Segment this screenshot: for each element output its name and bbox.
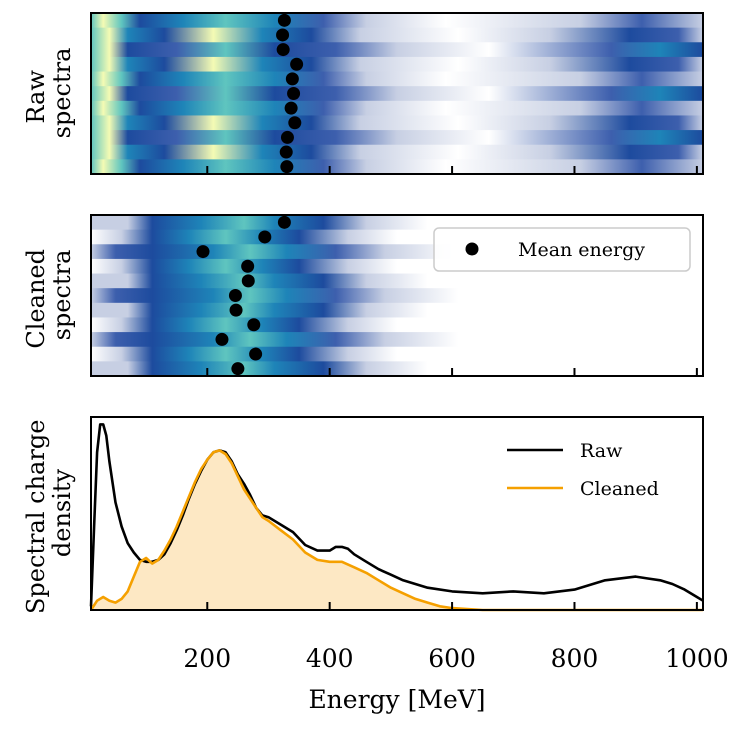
raw-spectrum-row [91, 159, 703, 175]
x-tick-label: 1000 [665, 644, 729, 673]
mean-energy-legend-label: Mean energy [518, 239, 645, 261]
raw-mean-energy-dot [280, 130, 294, 144]
density-frame [90, 416, 704, 611]
mean-energy-legend-marker [465, 242, 479, 256]
cleaned-spectra-panel: Cleaned spectra Mean energy [22, 214, 704, 377]
raw-spectrum-row [91, 42, 703, 58]
raw-spectra-frame [90, 12, 704, 175]
density-ylabel-line2: density [48, 468, 76, 557]
x-tick-label: 600 [428, 644, 476, 673]
x-tick-label: 400 [306, 644, 354, 673]
x-tick-label: 200 [183, 644, 231, 673]
raw-mean-energy-dot [276, 28, 290, 42]
cleaned-mean-energy-dot [196, 245, 210, 259]
density-legend: Raw Cleaned [507, 440, 659, 500]
raw-spectrum-row [91, 100, 703, 116]
cleaned-mean-energy-dot [277, 215, 291, 229]
cleaned-spectrum-row [91, 332, 703, 348]
raw-mean-energy-dot [276, 43, 290, 57]
raw-mean-energy-dot [284, 101, 298, 115]
cleaned-ylabel-line1: Cleaned [22, 249, 50, 349]
cleaned-mean-energy-dot [241, 274, 255, 288]
raw-spectrum-row [91, 71, 703, 87]
cleaned-mean-energy-dot [249, 347, 263, 361]
raw-mean-energy-dot [280, 160, 294, 174]
raw-spectrum-row [91, 86, 703, 102]
cleaned-mean-energy-dot [247, 318, 261, 332]
raw-spectrum-row [91, 115, 703, 131]
cleaned-spectrum-row [91, 346, 703, 362]
raw-spectrum-row [91, 27, 703, 43]
raw-ylabel-line2: spectra [48, 48, 76, 139]
density-ylabel-line1: Spectral charge [22, 420, 50, 614]
raw-mean-energy-dot [279, 145, 293, 159]
density-ylabel: Spectral charge density [22, 412, 76, 614]
cleaned-mean-energy-dot [228, 289, 242, 302]
raw-ylabel-line1: Raw [22, 70, 50, 124]
x-tick-labels: 200 400 600 800 1000 [183, 644, 728, 673]
raw-spectrum-row [91, 13, 703, 29]
cleaned-spectrum-row [91, 361, 703, 377]
cleaned-mean-energy-dot [229, 303, 243, 317]
cleaned-spectrum-row [91, 215, 703, 231]
raw-legend-label: Raw [580, 440, 623, 462]
cleaned-series-line [89, 449, 703, 612]
cleaned-mean-energy-dot [215, 332, 229, 346]
cleaned-mean-energy-dot [231, 362, 245, 376]
raw-mean-energy-dot [290, 57, 304, 71]
cleaned-spectrum-row [91, 302, 703, 318]
cleaned-spectrum-row [91, 288, 703, 304]
x-axis-title: Energy [MeV] [308, 685, 485, 714]
raw-mean-energy-dot [285, 72, 299, 86]
cleaned-mean-energy-dot [241, 259, 255, 273]
cleaned-ylabel: Cleaned spectra [22, 241, 76, 348]
raw-mean-energy-dot [277, 13, 291, 27]
x-tick-label: 800 [551, 644, 599, 673]
cleaned-area-fill [91, 450, 703, 610]
cleaned-spectrum-row [91, 273, 703, 289]
cleaned-spectrum-row [91, 317, 703, 333]
mean-energy-legend-box [433, 227, 691, 272]
raw-spectra-panel: Raw spectra [22, 12, 704, 175]
raw-spectrum-row [91, 56, 703, 73]
raw-spectrum-row [91, 130, 703, 146]
raw-mean-energy-dot [287, 87, 301, 100]
raw-ylabel: Raw spectra [22, 48, 76, 139]
cleaned-spectra-frame [90, 214, 704, 377]
cleaned-legend-label: Cleaned [580, 478, 659, 500]
raw-spectrum-row [91, 144, 703, 160]
density-panel: Spectral charge density Raw Cleaned [22, 412, 704, 614]
cleaned-mean-energy-dot [258, 230, 272, 244]
raw-mean-energy-dot [288, 116, 302, 130]
cleaned-ylabel-line2: spectra [48, 250, 76, 341]
mean-energy-legend: Mean energy [433, 227, 691, 272]
